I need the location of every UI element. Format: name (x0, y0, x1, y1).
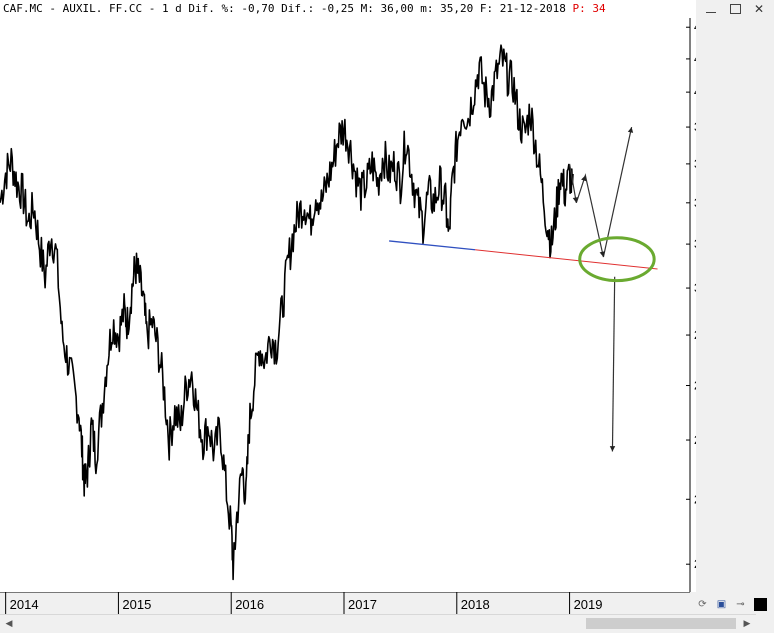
y-tick-label: 32 (694, 237, 696, 251)
window-controls: ✕ (696, 0, 774, 20)
y-tick-label: 34 (694, 196, 696, 210)
y-tick-label: 30 (694, 281, 696, 295)
y-tick-label: 40 (694, 85, 696, 99)
x-tick-label: 2018 (461, 597, 490, 612)
y-tick-label: 42 (694, 52, 696, 66)
x-axis: 2014 2015 2016 2017 2018 2019 (0, 591, 690, 614)
y-tick-label: 38 (694, 120, 696, 134)
x-tick-label: 2015 (122, 597, 151, 612)
y-tick-label: 20 (694, 557, 696, 571)
forecast-path (568, 126, 633, 258)
y-tick-label: 28 (694, 328, 696, 342)
header-price-highlight: P: 34 (572, 2, 606, 15)
y-tick-label: 22 (694, 492, 696, 506)
y-tick-label: 44 (694, 20, 696, 34)
forecast-arrowhead (581, 175, 587, 182)
x-tick-label: 2016 (235, 597, 264, 612)
highlight-ellipse (578, 236, 656, 283)
close-icon[interactable]: ✕ (753, 2, 765, 16)
drop-arrow-line (611, 276, 616, 452)
drop-arrowhead (609, 446, 616, 452)
refresh-icon[interactable]: ⟳ (698, 599, 707, 610)
y-tick-label: 26 (694, 379, 696, 393)
header-text: CAF.MC - AUXIL. FF.CC - 1 d Dif. %: -0,7… (3, 2, 566, 15)
trendline-blue (389, 240, 476, 251)
x-axis-area: 2014 2015 2016 2017 2018 2019 (0, 591, 690, 614)
scroll-thumb[interactable] (586, 618, 736, 629)
maximize-icon[interactable] (724, 1, 746, 17)
minimize-icon[interactable] (700, 1, 722, 17)
price-chart[interactable]: 20 22 24 26 28 30 32 34 36 38 40 42 44 (0, 18, 696, 592)
y-tick-label: 24 (694, 433, 696, 447)
x-tick-label: 2017 (348, 597, 377, 612)
trendline-red (474, 249, 658, 270)
save-icon[interactable]: ▣ (716, 599, 727, 610)
scroll-right-icon[interactable]: ▶ (743, 619, 751, 629)
x-tick-label: 2019 (574, 597, 603, 612)
forecast-arrowhead (572, 197, 579, 203)
scroll-left-icon[interactable]: ◀ (5, 619, 13, 629)
color-square-icon[interactable] (754, 598, 767, 611)
chart-header: CAF.MC - AUXIL. FF.CC - 1 d Dif. %: -0,7… (0, 0, 696, 18)
bottom-toolbar: ⟳ ▣ ⊸ (692, 596, 774, 614)
y-tick-label: 36 (694, 157, 696, 171)
forecast-arrowhead (599, 251, 605, 257)
forecast-arrowhead (627, 127, 634, 133)
chart-plot-area[interactable]: 20 22 24 26 28 30 32 34 36 38 40 42 44 (0, 18, 696, 592)
pin-icon[interactable]: ⊸ (736, 599, 745, 610)
horizontal-scrollbar[interactable]: ◀ ▶ (0, 614, 756, 633)
price-line (0, 44, 574, 581)
x-tick-label: 2014 (10, 597, 39, 612)
